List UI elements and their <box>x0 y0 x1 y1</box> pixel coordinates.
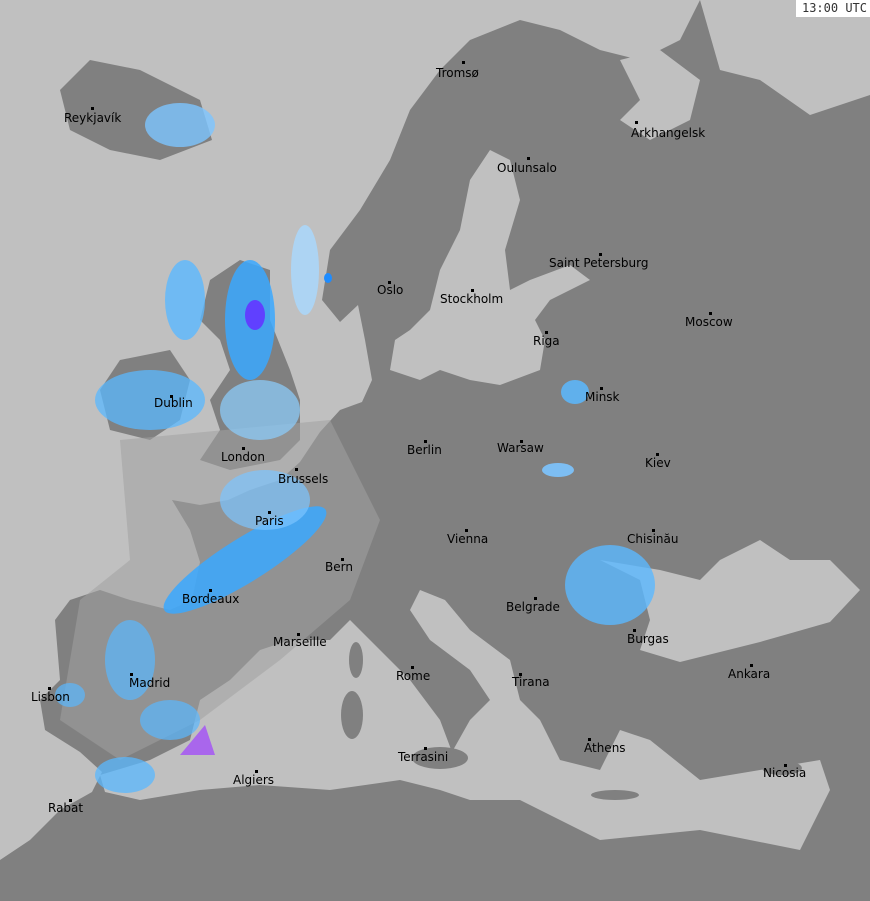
city-marker <box>600 387 603 390</box>
city-marker <box>784 764 787 767</box>
city-marseille: Marseille <box>273 635 327 649</box>
cyprus <box>762 761 802 775</box>
city-marker <box>170 395 173 398</box>
corsica <box>349 642 363 678</box>
city-marker <box>545 331 548 334</box>
city-ankara: Ankara <box>728 667 771 681</box>
city-dublin: Dublin <box>154 396 193 410</box>
city-marker <box>588 738 591 741</box>
city-brussels: Brussels <box>278 472 329 486</box>
black-sea <box>600 540 860 662</box>
city-marker <box>91 107 94 110</box>
city-tirana: Tirana <box>512 675 550 689</box>
baltic-sea <box>390 150 590 385</box>
city-marker <box>652 529 655 532</box>
city-marker <box>209 589 212 592</box>
city-saint-petersburg: Saint Petersburg <box>549 256 649 270</box>
precipitation <box>55 103 655 793</box>
city-madrid: Madrid <box>129 676 171 690</box>
city-bern: Bern <box>325 560 353 574</box>
city-marker <box>471 289 474 292</box>
city-marker <box>534 597 537 600</box>
white-sea <box>620 50 700 140</box>
city-terrasini: Terrasini <box>398 750 449 764</box>
city-marker <box>341 558 344 561</box>
city-marker <box>462 61 465 64</box>
city-marker <box>255 770 258 773</box>
city-marker <box>520 440 523 443</box>
city-nicosia: Nicosia <box>763 766 807 780</box>
city-chisinau: Chisinău <box>627 532 679 546</box>
city-rabat: Rabat <box>48 801 84 815</box>
atlantic-ocean <box>0 0 700 860</box>
city-minsk: Minsk <box>585 390 620 404</box>
sicily <box>412 747 468 769</box>
city-belgrade: Belgrade <box>506 600 560 614</box>
city-marker <box>519 673 522 676</box>
city-marker <box>424 440 427 443</box>
barents-sea <box>700 0 870 115</box>
city-marker <box>69 799 72 802</box>
city-oslo: Oslo <box>377 283 404 297</box>
city-paris: Paris <box>255 514 284 528</box>
city-lisbon: Lisbon <box>31 690 70 704</box>
city-tromso: Tromsø <box>436 66 479 80</box>
city-marker <box>709 312 712 315</box>
city-marker <box>465 529 468 532</box>
city-moscow: Moscow <box>685 315 733 329</box>
city-marker <box>268 511 271 514</box>
city-berlin: Berlin <box>407 443 442 457</box>
city-marker <box>130 673 133 676</box>
city-marker <box>388 281 391 284</box>
city-rome: Rome <box>396 669 431 683</box>
city-marker <box>424 747 427 750</box>
city-arkhangelsk: Arkhangelsk <box>631 126 706 140</box>
city-reykjavik: Reykjavík <box>64 111 122 125</box>
city-marker <box>633 629 636 632</box>
city-london: London <box>221 450 265 464</box>
city-marker <box>635 121 638 124</box>
city-marker <box>527 157 530 160</box>
city-vienna: Vienna <box>447 532 489 546</box>
city-marker <box>295 468 298 471</box>
city-algiers: Algiers <box>233 773 275 787</box>
city-burgas: Burgas <box>627 632 669 646</box>
city-marker <box>750 664 753 667</box>
crete <box>591 790 639 800</box>
city-riga: Riga <box>533 334 560 348</box>
sardinia <box>341 691 363 739</box>
city-stockholm: Stockholm <box>440 292 504 306</box>
city-marker <box>297 633 300 636</box>
city-marker <box>599 253 602 256</box>
city-kiev: Kiev <box>645 456 671 470</box>
city-oulunsalo: Oulunsalo <box>497 161 557 175</box>
city-warsaw: Warsaw <box>497 441 544 455</box>
city-marker <box>411 666 414 669</box>
timestamp-label: 13:00 UTC <box>795 0 870 17</box>
city-bordeaux: Bordeaux <box>182 592 240 606</box>
city-athens: Athens <box>584 741 626 755</box>
city-marker <box>242 447 245 450</box>
city-marker <box>656 453 659 456</box>
city-marker <box>48 687 51 690</box>
